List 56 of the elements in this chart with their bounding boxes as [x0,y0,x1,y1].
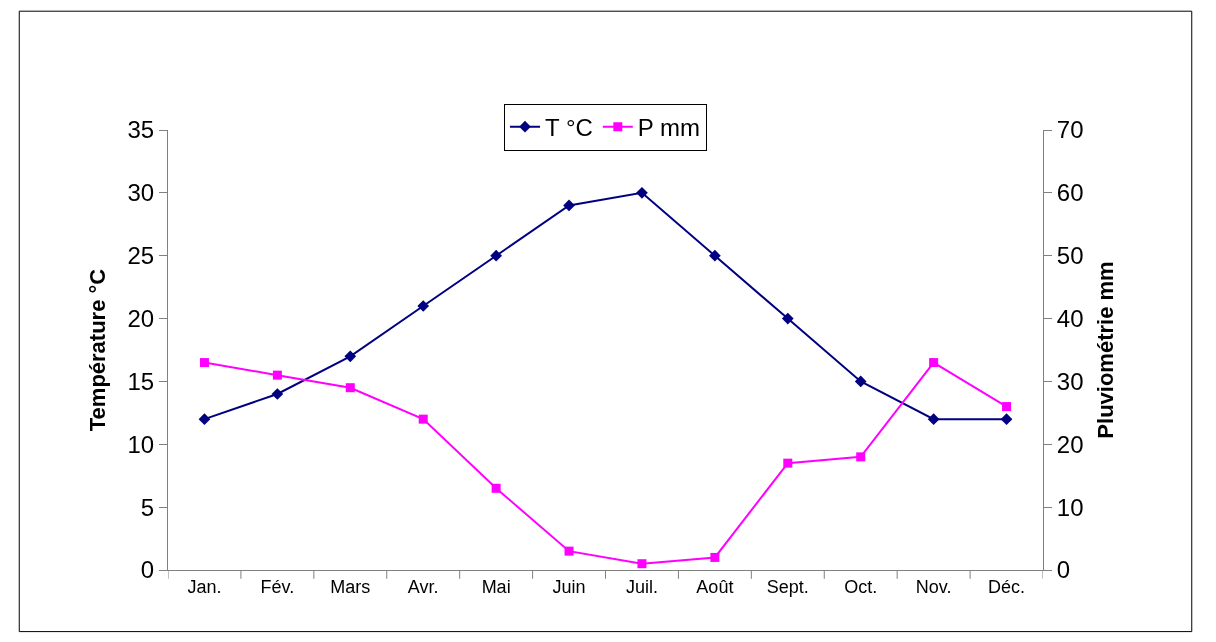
point [929,358,939,368]
point [856,452,866,462]
y2-tick-label: 70 [1056,116,1084,144]
point [199,358,209,368]
x-tick-label: Déc. [988,576,1026,597]
y-tick-label: 5 [140,493,155,521]
point [783,458,793,468]
x-tick-label: Jan. [187,576,222,597]
y2-axis-title: Pluviométrie mm [1093,261,1119,439]
legend-label: P mm [637,114,701,142]
y2-tick-label: 30 [1056,367,1084,395]
x-tick-label: Fév. [260,576,295,597]
point [417,300,430,312]
x-tick-label: Sept. [766,576,809,597]
x-tick-label: Nov. [915,576,952,597]
y-tick-label: 0 [140,556,155,584]
point [272,370,282,380]
point [564,546,574,556]
point [927,413,940,425]
point [563,199,575,212]
point [491,483,501,493]
point [637,559,647,569]
y2-tick-label: 40 [1056,304,1084,332]
y-tick-label: 35 [127,116,155,144]
x-tick-label: Juin [552,576,586,597]
y2-tick-label: 50 [1056,242,1084,270]
x-tick-label: Juil. [625,576,658,597]
y-axis-title: Température °C [85,268,111,432]
x-tick-label: Avr. [407,576,439,597]
y2-tick-label: 0 [1056,556,1071,584]
x-tick-label: Mars [330,576,371,597]
y-tick-label: 10 [127,430,155,458]
point [345,383,355,393]
legend-label: T °C [545,114,593,142]
point [709,249,721,262]
y2-tick-label: 20 [1056,430,1084,458]
y2-tick-label: 60 [1056,179,1084,207]
point [1000,413,1013,425]
y-tick-label: 20 [127,304,155,332]
point [418,414,428,424]
x-tick-label: Mai [481,576,511,597]
y-tick-label: 25 [127,242,155,270]
y-tick-label: 30 [127,179,155,207]
point [710,552,720,562]
point [490,249,502,262]
point [781,312,794,325]
point [636,187,648,199]
point [344,350,357,363]
x-tick-label: Oct. [844,576,878,597]
point [1002,402,1012,412]
point [198,413,211,425]
x-tick-label: Août [696,576,734,597]
point [854,375,867,388]
y-tick-label: 15 [127,367,155,395]
point [271,388,284,400]
y2-tick-label: 10 [1056,493,1084,521]
